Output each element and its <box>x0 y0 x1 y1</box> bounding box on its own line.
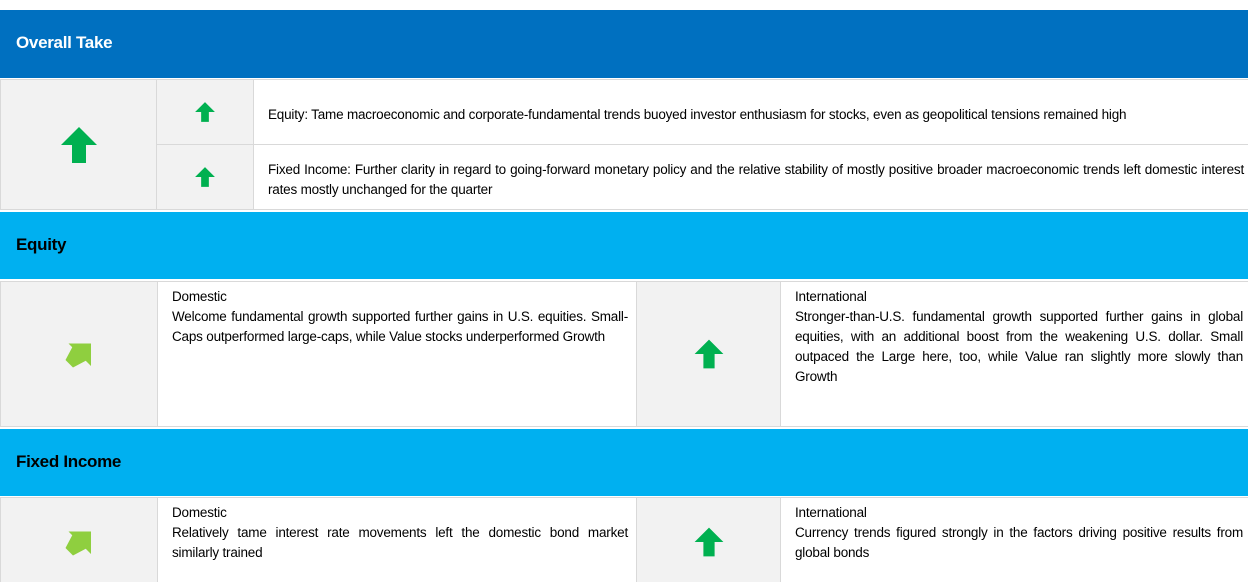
up-arrow <box>195 102 215 122</box>
section-header: Fixed Income <box>0 429 1248 496</box>
diagonal-arrow <box>65 343 91 368</box>
cell-text: Domestic Welcome fundamental growth suppo… <box>157 281 637 427</box>
diagonal-arrow <box>65 531 91 556</box>
cell-heading: Domestic <box>172 505 227 520</box>
cell-heading: International <box>795 505 867 520</box>
up-arrow <box>694 527 723 557</box>
cell-body: Stronger-than-U.S. fundamental growth su… <box>795 309 1243 384</box>
cell-body: Relatively tame interest rate movements … <box>172 525 628 560</box>
cell-body: Currency trends figured strongly in the … <box>795 525 1243 560</box>
up-arrow <box>60 126 97 163</box>
cell-heading: International <box>795 289 867 304</box>
arrow-cell <box>156 144 254 210</box>
arrow-cell <box>636 281 781 427</box>
arrow-cell <box>636 497 781 582</box>
cell-body: Welcome fundamental growth supported fur… <box>172 309 628 344</box>
overall-item: Equity: Tame macroeconomic and corporate… <box>253 79 1248 145</box>
section-header: Overall Take <box>0 10 1248 78</box>
overall-item: Fixed Income: Further clarity in regard … <box>253 144 1248 210</box>
arrow-cell <box>0 79 157 210</box>
cell-text: Domestic Relatively tame interest rate mo… <box>157 497 637 582</box>
cell-heading: Domestic <box>172 289 227 304</box>
cell-text: International Currency trends figured str… <box>780 497 1248 582</box>
arrow-cell <box>156 79 254 145</box>
section-header: Equity <box>0 212 1248 279</box>
up-arrow <box>694 339 723 369</box>
up-arrow <box>195 167 215 187</box>
cell-text: International Stronger-than-U.S. fundamen… <box>780 281 1248 427</box>
arrow-cell <box>0 497 158 582</box>
arrow-cell <box>0 281 158 427</box>
